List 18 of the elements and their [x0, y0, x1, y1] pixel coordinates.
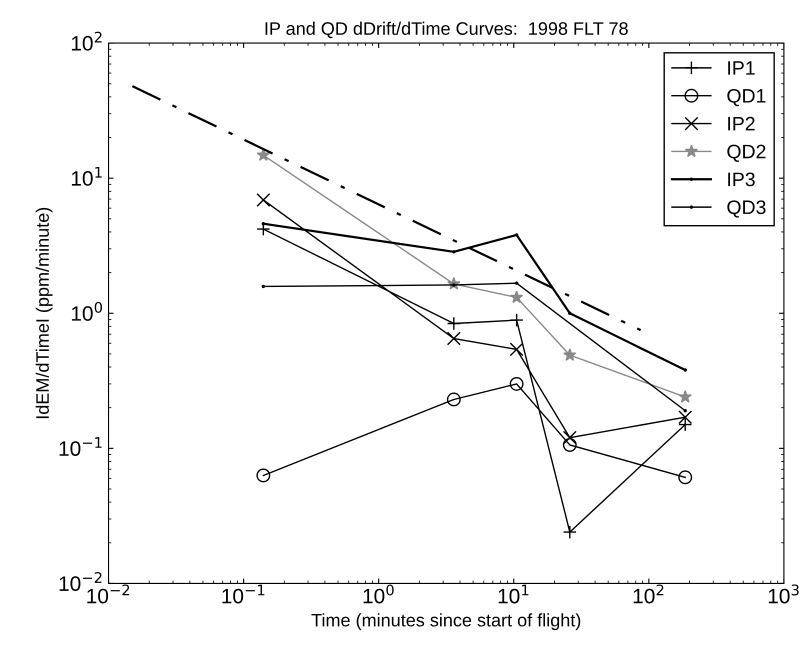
x-tick-label: 10$^{−1}$ [222, 584, 264, 604]
x-tick-label: 10$^{1}$ [498, 584, 528, 604]
legend-label: IP1 [728, 61, 755, 75]
chart-title: IP and QD dDrift/dTime Curves: 1998 FLT 78 [266, 22, 628, 38]
y-tick-label: 10$^{0}$ [72, 302, 102, 321]
x-tick-label: 10$^{0}$ [364, 584, 394, 604]
y-tick-label: 10$^{1}$ [72, 166, 102, 186]
y-tick-label: 10$^{−1}$ [60, 437, 102, 456]
x-tick-label: 10$^{3}$ [768, 584, 799, 604]
legend-label: QD2 [727, 144, 766, 162]
y-axis-title: IdEM/dTimeI (ppm/minute) [36, 208, 52, 418]
legend-label: IP2 [728, 116, 755, 130]
y-tick-label: 10$^{2}$ [72, 32, 102, 51]
x-axis-title: Time (minutes since start of flight) [312, 613, 580, 630]
legend-label: IP3 [728, 172, 755, 186]
legend-label: QD1 [727, 88, 766, 106]
legend-label: QD3 [727, 200, 766, 218]
x-tick-label: 10$^{2}$ [634, 584, 664, 604]
